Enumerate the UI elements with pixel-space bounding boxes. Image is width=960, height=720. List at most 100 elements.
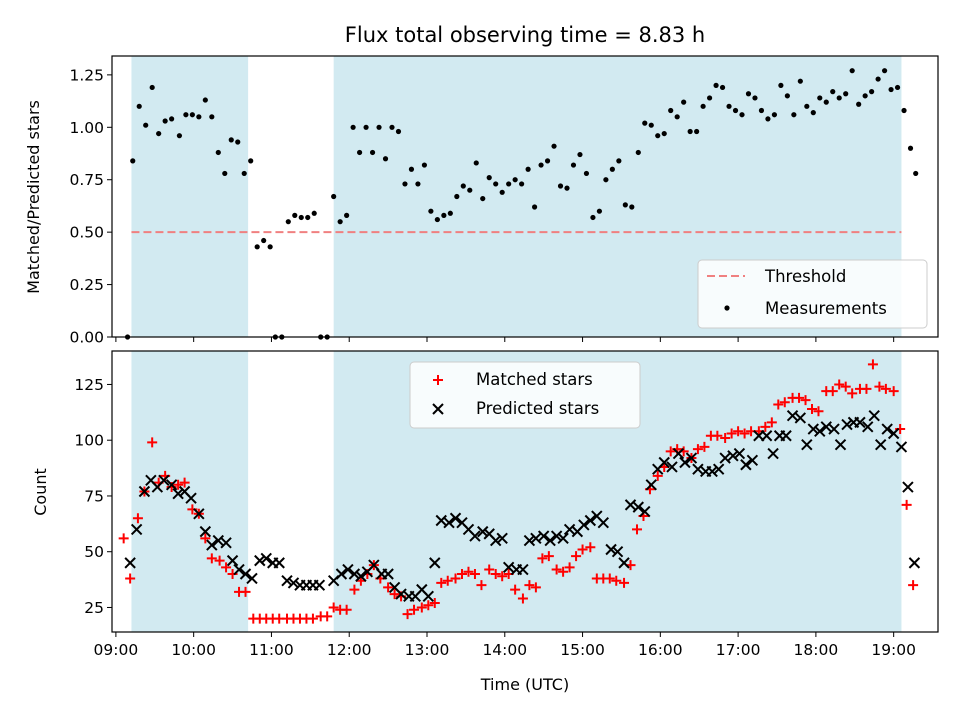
measurement-point bbox=[752, 95, 758, 101]
x-tick-label: 17:00 bbox=[716, 641, 761, 659]
predicted-star-point bbox=[902, 481, 914, 493]
measurement-point bbox=[402, 181, 408, 187]
predicted-star-point bbox=[841, 418, 853, 431]
measurement-point bbox=[441, 212, 447, 218]
measurement-point bbox=[248, 158, 254, 164]
measurement-point bbox=[447, 210, 453, 216]
matched-star-point bbox=[402, 609, 413, 620]
matched-star-point bbox=[874, 381, 885, 392]
predicted-star-point bbox=[130, 523, 143, 536]
y-tick-label: 25 bbox=[84, 599, 104, 617]
predicted-legend-label: Predicted stars bbox=[476, 399, 599, 418]
predicted-star-point bbox=[449, 512, 462, 524]
predicted-star-point bbox=[679, 456, 691, 469]
matched-star-point bbox=[585, 542, 596, 553]
measurement-point bbox=[454, 193, 460, 200]
measurement-point bbox=[778, 82, 784, 88]
predicted-star-point bbox=[273, 557, 285, 569]
measurement-point bbox=[875, 76, 881, 82]
matched-star-point bbox=[349, 584, 360, 595]
matched-star-point bbox=[173, 479, 184, 490]
measurement-point bbox=[235, 139, 241, 145]
matched-star-point bbox=[827, 386, 838, 397]
predicted-star-point bbox=[158, 474, 170, 487]
y-tick-label: 1.00 bbox=[69, 119, 104, 137]
matched-star-point bbox=[551, 564, 562, 575]
predicted-star-point bbox=[260, 552, 272, 565]
measurement-point bbox=[551, 143, 557, 149]
predicted-star-point bbox=[523, 534, 536, 547]
y-tick-label: 0.25 bbox=[69, 276, 104, 294]
measurement-point bbox=[622, 202, 628, 208]
bottom-y-axis-label: Count bbox=[31, 468, 50, 516]
measurement-point bbox=[473, 160, 479, 166]
measurement-point bbox=[202, 97, 208, 103]
measurement-point bbox=[331, 193, 337, 200]
matched-star-point bbox=[712, 430, 723, 441]
matched-star-point bbox=[537, 553, 548, 564]
x-tick-label: 14:00 bbox=[482, 641, 527, 659]
measurement-point bbox=[480, 195, 486, 202]
predicted-star-point bbox=[313, 579, 326, 591]
predicted-star-point bbox=[828, 423, 840, 435]
predicted-star-point bbox=[727, 450, 739, 462]
predicted-star-point bbox=[185, 492, 197, 504]
predicted-star-point bbox=[740, 459, 752, 471]
x-tick-label: 13:00 bbox=[405, 641, 450, 659]
threshold-legend-label: Threshold bbox=[764, 267, 846, 286]
bottom-x-ticks: 09:00 10:00 11:00 12:00 13:00 14:00 15:00 16:00… bbox=[94, 632, 916, 659]
predicted-star-point bbox=[666, 461, 678, 473]
measurement-point bbox=[648, 122, 654, 128]
predicted-star-point bbox=[496, 532, 508, 545]
measurement-point bbox=[913, 170, 919, 177]
measurement-point bbox=[344, 212, 350, 218]
y-tick-label: 1.25 bbox=[69, 66, 104, 84]
measurement-point bbox=[544, 158, 551, 164]
measurement-point bbox=[564, 185, 570, 191]
matched-star-point bbox=[179, 477, 190, 488]
matched-star-point bbox=[766, 417, 777, 428]
matched-star-point bbox=[699, 441, 710, 452]
measurement-point bbox=[486, 175, 492, 181]
measurement-point bbox=[519, 181, 525, 187]
measurement-point bbox=[267, 244, 273, 250]
measurement-point bbox=[337, 219, 343, 225]
measurement-point bbox=[512, 177, 518, 183]
top-axes-frame bbox=[111, 55, 939, 338]
measurement-point bbox=[668, 107, 674, 114]
matched-star-point bbox=[510, 584, 521, 595]
measurement-point bbox=[136, 103, 142, 109]
matched-star-point bbox=[416, 602, 427, 613]
measurement-point bbox=[797, 78, 803, 84]
matched-star-point bbox=[611, 575, 622, 586]
x-tick-label: 16:00 bbox=[638, 641, 683, 659]
measurement-point bbox=[261, 237, 267, 244]
measurement-point bbox=[209, 114, 215, 120]
predicted-star-point bbox=[794, 412, 807, 424]
measurements-legend-swatch bbox=[724, 305, 730, 311]
measurement-point bbox=[228, 137, 234, 143]
measurement-point bbox=[415, 181, 421, 187]
predicted-star-point bbox=[517, 563, 529, 576]
measurement-point bbox=[356, 149, 363, 156]
matched-star-point bbox=[322, 611, 333, 622]
measurement-point bbox=[862, 93, 868, 99]
predicted-star-point bbox=[563, 523, 576, 536]
x-tick-label: 15:00 bbox=[560, 641, 605, 659]
y-tick-label: 0.00 bbox=[69, 329, 104, 347]
x-tick-label: 11:00 bbox=[249, 641, 294, 659]
predicted-star-point bbox=[895, 441, 908, 453]
measurement-point bbox=[745, 91, 752, 97]
measurement-point bbox=[609, 166, 615, 172]
matched-star-point bbox=[558, 566, 569, 577]
predicted-star-point bbox=[639, 505, 651, 518]
matched-legend-swatch bbox=[433, 375, 443, 385]
ratio-panel: 0.00 0.25 0.50 0.75 1.00 1.25 Matched/Predict… bbox=[24, 55, 939, 347]
measurement-point bbox=[765, 116, 771, 122]
predicted-star-point bbox=[834, 438, 847, 451]
y-tick-label: 0.50 bbox=[69, 224, 104, 242]
matched-star-point bbox=[773, 399, 784, 410]
predicted-star-point bbox=[172, 488, 184, 500]
matched-star-point bbox=[604, 573, 615, 584]
predicted-star-point bbox=[348, 568, 361, 580]
